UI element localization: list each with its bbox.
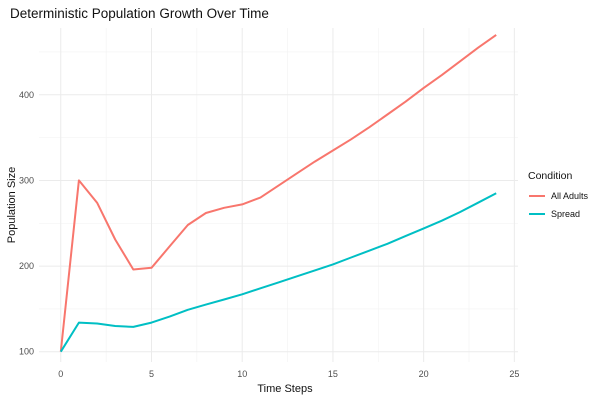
- legend-title: Condition: [528, 170, 573, 182]
- x-tick-label: 25: [509, 369, 519, 379]
- y-tick-label: 400: [19, 90, 34, 100]
- x-tick-label: 0: [58, 369, 63, 379]
- x-tick-label: 20: [419, 369, 429, 379]
- y-axis-label: Population Size: [6, 167, 18, 243]
- legend-label-all-adults: All Adults: [551, 191, 589, 201]
- grid-minor: [39, 28, 518, 362]
- x-axis-ticks: 0 5 10 15 20 25: [58, 369, 519, 379]
- y-tick-label: 100: [19, 347, 34, 357]
- x-tick-label: 5: [149, 369, 154, 379]
- x-tick-label: 15: [328, 369, 338, 379]
- legend: Condition All Adults Spread: [528, 170, 589, 219]
- x-axis-label: Time Steps: [257, 383, 313, 395]
- series-lines: [59, 34, 497, 353]
- grid-major: [39, 28, 518, 362]
- series-line-spread: [59, 192, 497, 353]
- chart-title: Deterministic Population Growth Over Tim…: [10, 6, 269, 21]
- x-tick-label: 10: [237, 369, 247, 379]
- y-axis-ticks: 100 200 300 400: [19, 90, 34, 357]
- y-tick-label: 300: [19, 175, 34, 185]
- legend-items: All Adults Spread: [529, 191, 589, 219]
- y-tick-label: 200: [19, 261, 34, 271]
- legend-label-spread: Spread: [551, 209, 580, 219]
- series-line-all-adults: [59, 34, 497, 352]
